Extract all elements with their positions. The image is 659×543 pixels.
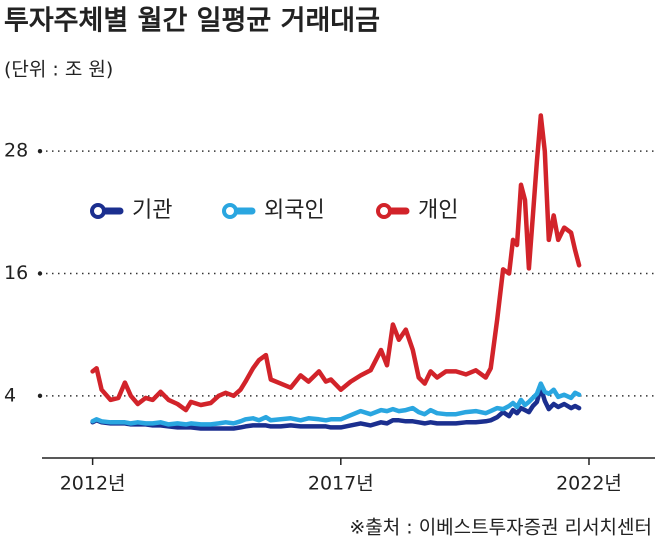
legend-swatch-dot xyxy=(222,203,238,219)
legend-swatch-dot xyxy=(376,203,392,219)
y-tick-mark xyxy=(37,393,43,399)
legend-swatch-dot xyxy=(90,203,106,219)
x-tick-label: 2022년 xyxy=(556,473,622,495)
series-line xyxy=(90,385,582,431)
chart-title: 투자주체별 월간 일평균 거래대금 xyxy=(4,6,380,37)
source-note: ※출처 : 이베스트투자증권 리서치센터 xyxy=(349,517,652,539)
x-tick-label: 2017년 xyxy=(308,473,374,495)
legend-label: 개인 xyxy=(418,198,458,223)
y-tick-label: 28 xyxy=(4,140,28,162)
series-line xyxy=(90,381,582,427)
chart-subtitle: (단위 : 조 원) xyxy=(4,59,113,81)
legend-label: 외국인 xyxy=(264,198,325,223)
x-tick-label: 2012년 xyxy=(60,473,126,495)
series-line xyxy=(90,113,582,413)
y-tick-label: 16 xyxy=(4,262,28,284)
legend-label: 기관 xyxy=(132,198,172,223)
y-tick-mark xyxy=(37,148,43,154)
y-tick-label: 4 xyxy=(4,384,16,406)
y-tick-mark xyxy=(37,271,43,276)
